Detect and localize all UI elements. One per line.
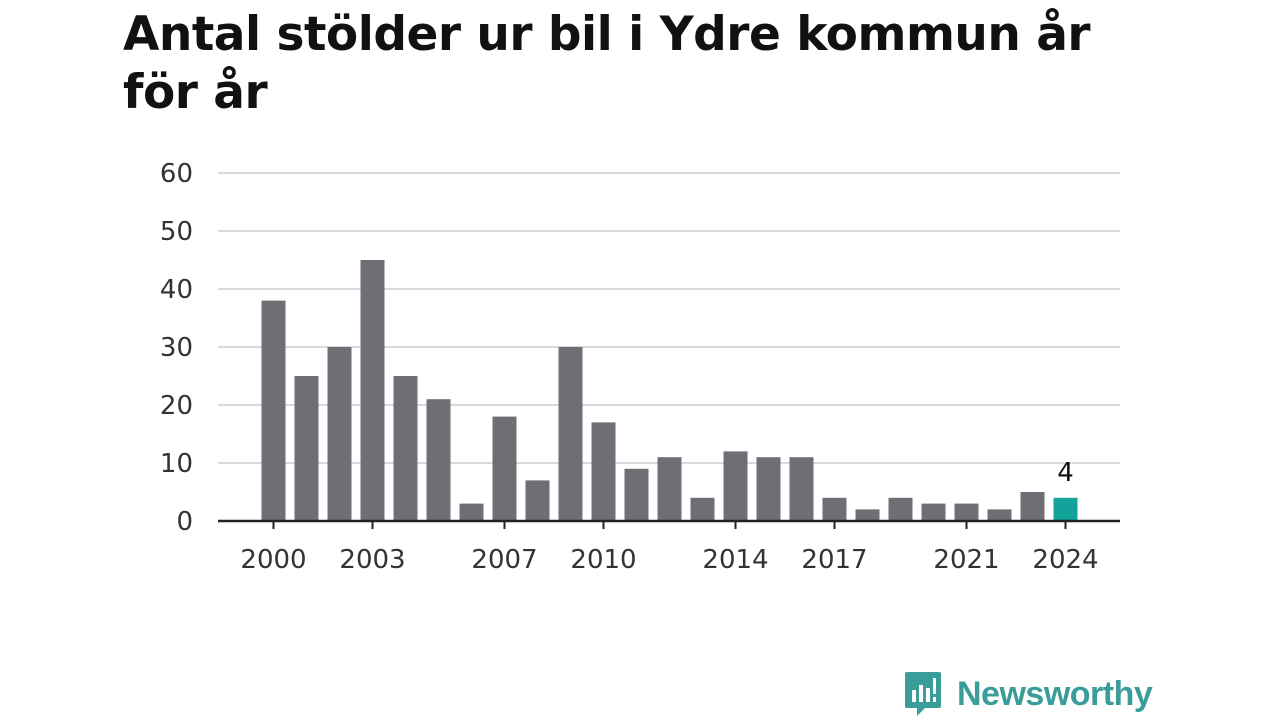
- bar-2014: [723, 451, 748, 521]
- bar-2018: [855, 509, 880, 521]
- bar-2019: [888, 497, 913, 521]
- data-labels: 4: [1057, 458, 1074, 488]
- x-tick-label: 2000: [240, 545, 306, 575]
- y-tick-label: 40: [160, 275, 193, 305]
- bar-2003: [360, 260, 385, 521]
- y-tick-label: 50: [160, 217, 193, 247]
- y-tick-label: 60: [160, 159, 193, 189]
- bar-2001: [294, 376, 319, 521]
- x-tick-label: 2024: [1032, 545, 1098, 575]
- y-axis-tick-labels: 0 10 20 30 40 50 60: [160, 159, 193, 537]
- x-tick-label: 2021: [933, 545, 999, 575]
- bar-2004: [393, 376, 418, 521]
- bar-2005: [426, 399, 451, 521]
- bar-2000: [261, 300, 286, 521]
- bar-2013: [690, 497, 715, 521]
- bar-2008: [525, 480, 550, 521]
- bar-2010: [591, 422, 616, 521]
- bar-2022: [987, 509, 1012, 521]
- bar-2021: [954, 503, 979, 521]
- bar-2012: [657, 457, 682, 521]
- y-tick-label: 30: [160, 333, 193, 363]
- data-label-2024: 4: [1057, 458, 1074, 488]
- bar-2016: [789, 457, 814, 521]
- x-axis: [218, 519, 1120, 529]
- x-tick-label: 2017: [801, 545, 867, 575]
- bar-2007: [492, 416, 517, 521]
- bar-2017: [822, 497, 847, 521]
- y-tick-label: 10: [160, 449, 193, 479]
- bar-2002: [327, 347, 352, 521]
- x-axis-tick-labels: 2000 2003 2007 2010 2014 2017 2021 2024: [240, 545, 1098, 575]
- bar-2024: [1053, 497, 1078, 521]
- bar-2011: [624, 468, 649, 521]
- y-tick-label: 20: [160, 391, 193, 421]
- bar-2023: [1020, 492, 1045, 521]
- x-tick-label: 2007: [471, 545, 537, 575]
- bar-2020: [921, 503, 946, 521]
- x-tick-label: 2003: [339, 545, 405, 575]
- x-tick-label: 2014: [702, 545, 768, 575]
- bar-2009: [558, 347, 583, 521]
- bars: [261, 260, 1078, 521]
- bar-2006: [459, 503, 484, 521]
- chart-title: Antal stölder ur bil i Ydre kommun år fö…: [123, 7, 1091, 120]
- x-tick-label: 2010: [570, 545, 636, 575]
- bar-2015: [756, 457, 781, 521]
- newsworthy-brand: Newsworthy: [903, 670, 1153, 718]
- brand-name: Newsworthy: [957, 674, 1153, 713]
- newsworthy-logo-icon: [905, 672, 941, 716]
- gridlines: [218, 172, 1120, 464]
- y-tick-label: 0: [176, 507, 193, 537]
